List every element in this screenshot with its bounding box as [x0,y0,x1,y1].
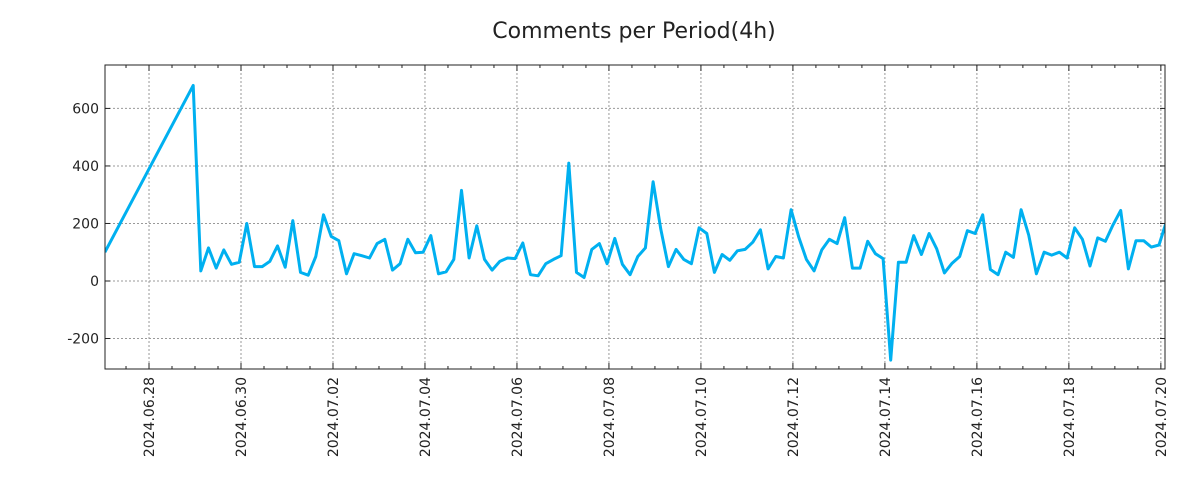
y-tick-label: -200 [67,332,99,348]
x-tick-label: 2024.06.28 [142,377,158,457]
x-tick-label: 2024.07.08 [602,377,618,457]
x-tick-label: 2024.07.06 [510,377,526,457]
x-tick-label: 2024.07.04 [418,377,434,457]
plot-frame [105,65,1165,369]
x-tick-label: 2024.07.20 [1154,377,1170,457]
x-tick-label: 2024.07.18 [1062,377,1078,457]
x-tick-label: 2024.07.12 [786,377,802,457]
grid [105,65,1165,369]
y-tick-label: 200 [72,216,99,232]
x-tick-label: 2024.07.02 [326,377,342,457]
series [105,85,1167,360]
x-tick-label: 2024.07.14 [878,377,894,457]
y-tick-label: 600 [72,101,99,117]
x-tick-label: 2024.07.16 [970,377,986,457]
axes: -200 0 200 400 600 2024.06.28 2024.06.30 2024.0… [67,65,1170,457]
comments-line [105,85,1167,360]
y-tick-label: 0 [90,274,99,290]
y-tick-label: 400 [72,159,99,175]
chart-title: Comments per Period(4h) [492,19,776,44]
x-tick-label: 2024.07.10 [694,377,710,457]
x-tick-label: 2024.06.30 [234,377,250,457]
